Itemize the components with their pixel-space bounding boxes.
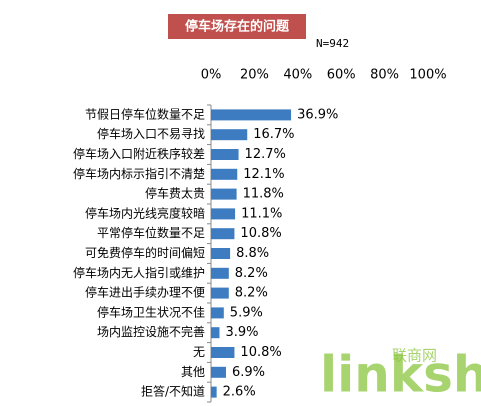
y-tick-label: 停车场内标示指引不清楚 [73,166,205,181]
data-label: 12.1% [243,167,284,182]
bar [211,366,226,378]
data-label: 11.1% [241,206,282,221]
bar [211,347,235,358]
data-label: 5.9% [230,305,263,320]
title-box [168,14,306,39]
bar [211,109,292,121]
data-label: 36.9% [297,107,338,122]
bar [211,129,248,141]
data-label: 16.7% [253,127,294,142]
y-tick-label: 停车场内无人指引或维护 [73,265,205,280]
data-label: 10.8% [240,226,281,241]
y-tick-label: 停车场卫生状况不佳 [97,304,205,319]
watermark-com: .com [370,352,395,363]
bar [211,149,239,160]
bar [211,248,231,259]
x-tick-label: 80% [370,68,399,83]
bar [211,327,220,339]
data-label: 8.2% [235,286,268,301]
x-tick-label: 60% [327,68,356,83]
x-tick-label: 100% [409,68,446,83]
data-label: 8.2% [235,266,268,281]
data-label: 11.8% [243,187,284,202]
watermark-logo: linkshop [320,346,481,404]
data-label: 3.9% [225,325,258,340]
y-tick-label: 其他 [181,365,205,379]
y-tick-label: 停车场内光线亮度较暗 [85,205,205,220]
y-tick-label: 停车费太贵 [145,186,205,201]
y-tick-label: 停车进出手续办理不便 [85,285,205,300]
bar [211,267,229,279]
y-tick-label: 拒答/不知道 [141,384,205,399]
data-label: 6.9% [232,365,265,380]
y-tick-label: 可免费停车的时间偏短 [85,245,205,260]
watermark-site: 联商网 [392,347,437,365]
x-tick-label: 20% [240,68,269,83]
y-tick-label: 平常停车位数量不足 [97,225,205,240]
bar [211,307,224,319]
y-tick-label: 无 [193,345,205,359]
x-tick-label: 40% [283,68,312,83]
data-label: 12.7% [245,147,286,162]
subtitle: N=942 [316,37,349,50]
data-label: 8.8% [236,246,269,261]
data-label: 10.8% [240,345,281,360]
chart-title: 停车场存在的问题 [185,19,290,35]
bar [211,386,217,398]
bar [211,188,237,200]
bar [211,208,236,220]
x-tick-label: 0% [201,68,222,83]
bar [211,228,235,240]
y-tick-label: 节假日停车位数量不足 [85,106,205,121]
bar [211,168,238,180]
y-tick-label: 场内监控设施不完善 [97,324,205,339]
bar [211,287,229,299]
data-label: 2.6% [223,385,256,400]
y-tick-label: 停车场入口附近秩序较差 [73,146,205,161]
y-tick-label: 停车场入口不易寻找 [97,126,205,141]
